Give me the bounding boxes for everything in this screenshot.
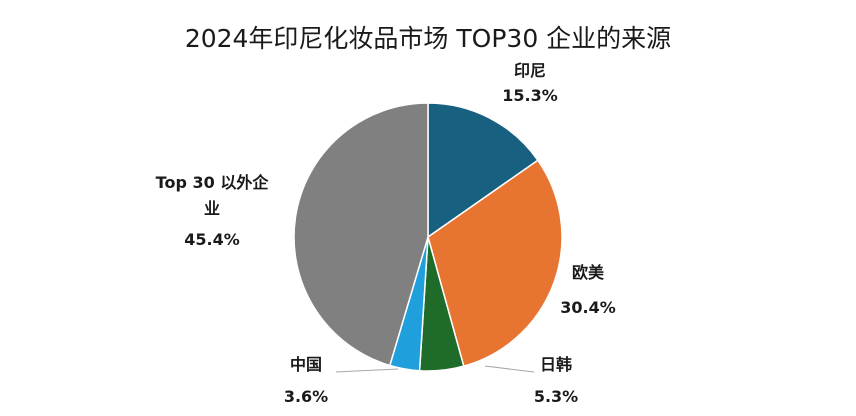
- slice-label-0: 印尼: [514, 61, 546, 80]
- slice-value-4: 45.4%: [184, 230, 240, 249]
- slice-label-3: 中国: [290, 355, 322, 374]
- leader-line-3: [335, 368, 399, 373]
- slice-value-1: 30.4%: [560, 298, 616, 317]
- slice-label-2: 日韩: [540, 355, 572, 374]
- leader-lines: [335, 365, 535, 373]
- slice-label-1: 欧美: [572, 263, 605, 282]
- pie-slice-4: [293, 102, 429, 367]
- slice-value-0: 15.3%: [502, 86, 558, 105]
- pie-slice-1: [427, 159, 563, 368]
- slice-label-4-line-0: Top 30 以外企: [156, 173, 270, 192]
- slice-value-2: 5.3%: [534, 387, 578, 406]
- slice-label-4-line-1: 业: [204, 199, 220, 218]
- pie-slices: [293, 102, 563, 372]
- leader-line-2: [484, 365, 535, 373]
- chart-title: 2024年印尼化妆品市场 TOP30 企业的来源: [185, 24, 671, 53]
- slice-value-3: 3.6%: [284, 387, 328, 406]
- pie-slice-0: [427, 102, 539, 239]
